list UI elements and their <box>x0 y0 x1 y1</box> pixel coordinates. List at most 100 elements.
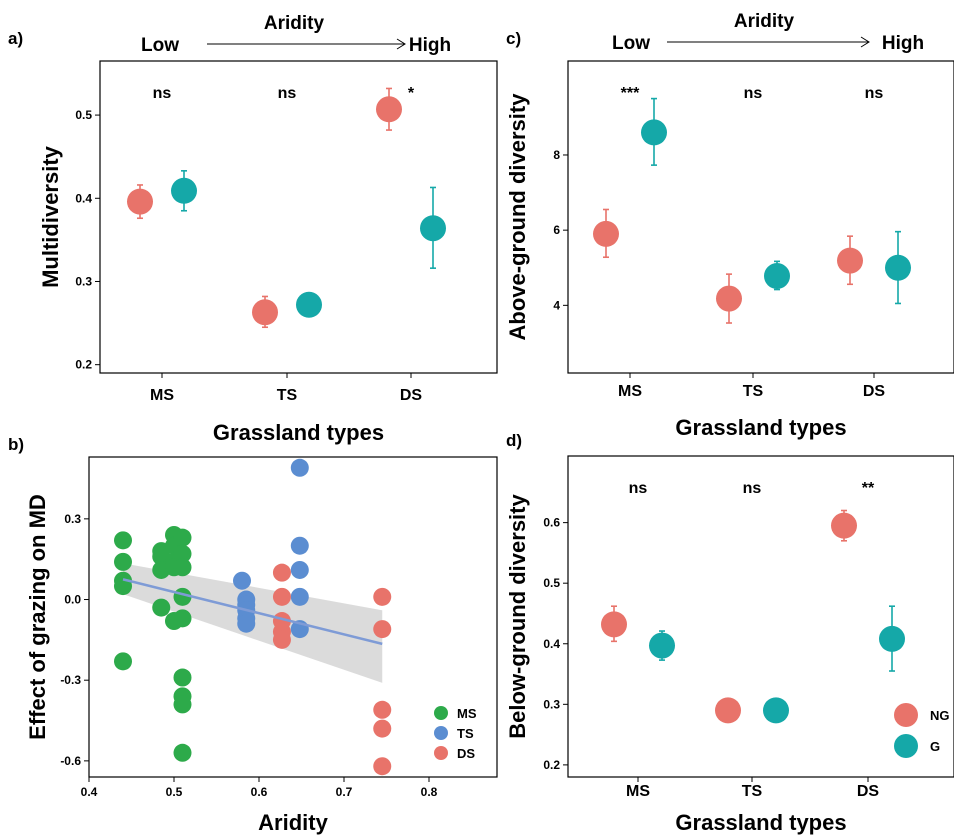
data-point-DS <box>373 757 392 776</box>
legend-marker-TS <box>434 726 448 740</box>
data-point-DS <box>373 719 392 738</box>
data-point-MS <box>152 598 171 617</box>
data-point-NG <box>715 697 741 724</box>
data-point-TS <box>290 458 309 477</box>
panel-d: d) 0.2 0.3 0.4 0.5 0.6 MS TS DS Below-ground dive… <box>505 431 950 835</box>
data-point-DS <box>373 587 392 606</box>
panel-a-frame <box>99 60 498 374</box>
x-axis-label: Grassland types <box>675 415 846 440</box>
significance-label: *** <box>621 85 640 102</box>
data-point-NG <box>593 220 619 247</box>
y-axis-label: Below-ground diversity <box>505 494 530 739</box>
legend-marker-MS <box>434 706 448 720</box>
significance-label: ns <box>743 480 762 497</box>
y-tick-label: 0.3 <box>543 697 560 711</box>
data-point-DS <box>272 563 291 582</box>
panel-d-frame <box>567 455 954 778</box>
y-tick-label: 0.3 <box>75 274 92 288</box>
y-axis-label: Multidiversity <box>38 145 63 288</box>
panel-label: b) <box>8 435 24 454</box>
y-tick-label: 0.4 <box>75 191 92 205</box>
y-tick-label: 8 <box>553 148 560 162</box>
aridity-high-label: High <box>409 35 451 56</box>
y-tick-label: -0.3 <box>60 673 81 687</box>
aridity-low-label: Low <box>141 35 179 56</box>
legend-marker-G <box>894 734 918 758</box>
significance-label: * <box>408 85 415 102</box>
data-point-NG <box>601 611 627 638</box>
data-point-MS <box>114 652 132 671</box>
x-tick-label: DS <box>857 783 880 800</box>
data-point-TS <box>290 536 309 555</box>
y-tick-label: 0.6 <box>543 516 560 530</box>
panel-c-frame <box>567 60 954 374</box>
legend-marker-DS <box>434 746 448 760</box>
data-point-MS <box>173 695 192 714</box>
x-tick-label: TS <box>743 383 764 400</box>
data-point-G <box>296 291 322 318</box>
aridity-arrow-head <box>396 38 406 50</box>
data-point-G <box>764 263 790 290</box>
x-axis-label: Grassland types <box>675 810 846 835</box>
legend-label: G <box>930 739 940 754</box>
data-point-TS <box>290 560 309 579</box>
data-point-NG <box>837 247 863 274</box>
aridity-title: Aridity <box>734 11 795 32</box>
aridity-low-label: Low <box>612 33 650 54</box>
data-point-G <box>420 215 446 242</box>
panel-a: a) 0.2 0.3 0.4 0.5 MS TS DS Multidiversity Grassl… <box>8 13 451 445</box>
data-point-G <box>879 625 905 652</box>
data-point-MS <box>173 609 192 628</box>
data-point-G <box>649 632 675 659</box>
x-tick-label: DS <box>863 383 886 400</box>
data-point-TS <box>290 587 309 606</box>
legend-label: DS <box>457 746 475 761</box>
y-tick-label: 0.2 <box>75 358 92 372</box>
x-axis-label: Aridity <box>258 810 328 835</box>
data-point-DS <box>373 620 392 639</box>
data-point-MS <box>173 668 192 687</box>
data-point-G <box>641 119 667 146</box>
x-tick-label: TS <box>277 387 298 404</box>
aridity-title: Aridity <box>264 13 325 34</box>
y-tick-label: 0.5 <box>543 576 560 590</box>
y-tick-label: 0.2 <box>543 758 560 772</box>
data-point-G <box>885 254 911 281</box>
x-tick-label: DS <box>400 387 423 404</box>
significance-label: ns <box>744 85 763 102</box>
legend-label: NG <box>930 708 950 723</box>
significance-label: ** <box>862 480 875 497</box>
panel-label: a) <box>8 29 23 48</box>
panel-c: c) 4 6 8 MS TS DS Above-ground diversity Grassla… <box>505 11 924 440</box>
x-tick-label: MS <box>150 387 174 404</box>
data-point-MS <box>173 544 192 563</box>
data-point-MS <box>173 528 192 547</box>
y-tick-label: 0.0 <box>64 593 81 607</box>
x-tick-label: 0.7 <box>336 785 353 799</box>
data-point-G <box>763 697 789 724</box>
y-tick-label: 0.3 <box>64 512 81 526</box>
x-tick-label: 0.5 <box>166 785 183 799</box>
data-point-G <box>171 177 197 204</box>
legend-label: TS <box>457 726 474 741</box>
x-tick-label: 0.4 <box>81 785 98 799</box>
panel-b: b) -0.6 -0.3 0.0 0.3 0.4 0.5 0.6 0.7 0.8 Effect of… <box>8 435 477 835</box>
significance-label: ns <box>865 85 884 102</box>
aridity-arrow-head <box>860 36 870 48</box>
regression-line <box>122 578 383 646</box>
panel-b-frame <box>88 456 498 778</box>
data-point-NG <box>831 512 857 539</box>
x-tick-label: TS <box>742 783 763 800</box>
data-point-NG <box>716 285 742 312</box>
y-tick-label: 0.4 <box>543 637 560 651</box>
y-tick-label: 4 <box>553 298 560 312</box>
legend-marker-NG <box>894 703 918 727</box>
significance-label: ns <box>153 85 172 102</box>
data-point-TS <box>237 614 256 633</box>
y-tick-label: -0.6 <box>60 754 81 768</box>
x-axis-label: Grassland types <box>213 420 384 445</box>
data-point-MS <box>114 531 132 550</box>
data-point-MS <box>173 558 192 577</box>
y-axis-label: Above-ground diversity <box>505 93 530 341</box>
